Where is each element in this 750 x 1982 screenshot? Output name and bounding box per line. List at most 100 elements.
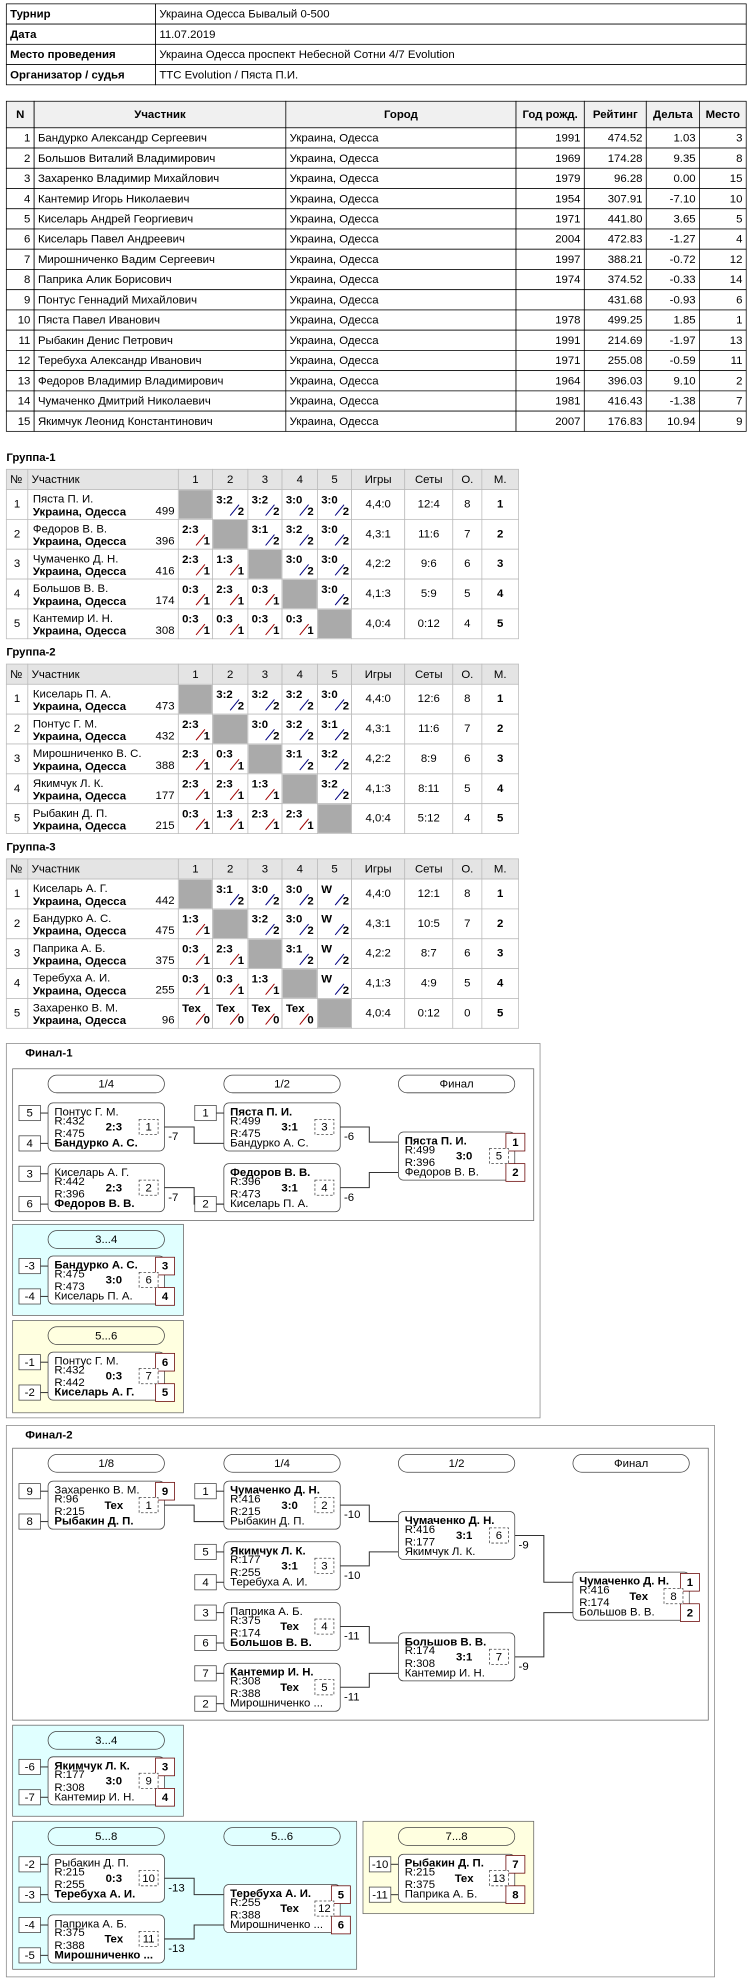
players-cell-text: Украина, Одесса [290,193,380,205]
group-player-name: Бандурко А. С. [33,913,111,925]
group-cell [281,998,318,1029]
place-box [155,1757,175,1777]
match-box [398,1511,516,1560]
group-self-cell [282,969,317,998]
group-cell [177,938,213,969]
group-row-number: 5 [14,1007,20,1019]
group-result-points: 0 [204,1015,210,1027]
group-result-score: 3:0 [252,719,268,731]
group-cell [212,878,249,910]
group-cell [351,773,406,805]
bracket-connector [514,1534,573,1583]
match-number: 4 [321,1182,327,1194]
group-result-points: 1 [273,625,280,637]
group-result-score: 2:3 [182,524,198,536]
group-result-points: 2 [343,760,349,772]
group-cell [481,803,519,834]
match-player-rating: R:473 [54,1281,84,1293]
seed-number: 1 [202,1108,208,1120]
group-cell [317,878,352,910]
loser-destination: -10 [344,1509,360,1521]
players-cell-text: Якимчук Леонид Константинович [38,416,213,428]
header-label: Место проведения [10,49,116,61]
seed-number: -5 [25,1950,35,1962]
group-points: 6 [464,753,470,765]
place-box [155,1788,175,1807]
group-sets: 10:5 [418,918,440,930]
group-column-header: О. [461,669,473,681]
group-points: 7 [464,918,470,930]
players-cell-text: -0.93 [670,294,696,306]
players-cell-text: 9 [736,416,742,428]
group-cell [317,938,352,969]
group-result-points: 2 [343,730,349,742]
group-self-cell [318,999,351,1028]
group-place: 4 [497,978,504,990]
group-result-slash [265,729,275,741]
group-row-number: 3 [14,558,20,570]
match-box [47,1163,165,1213]
players-cell-text: -0.33 [670,274,696,286]
group-sets: 12:1 [418,888,440,900]
group-result-score: 0:3 [216,973,232,985]
seed-number: 6 [202,1638,208,1650]
match-player-rating: R:442 [54,1176,84,1188]
players-column-header: Город [384,109,419,121]
group-cell [247,713,283,745]
group-place: 5 [497,618,504,630]
group-games: 4,2:2 [366,753,391,765]
players-cell-text: 9 [24,294,30,306]
group-column-header: Игры [365,669,392,681]
players-cell-text: Киселарь Андрей Георгиевич [38,213,193,225]
group-result-slash [299,1013,309,1025]
group-result-slash [299,818,309,831]
group-sets: 12:4 [418,498,440,510]
group-column-header: 4 [297,669,303,681]
group-cell [452,489,483,520]
players-cell-text: 174.28 [608,153,643,165]
match-player-rating: R:499 [405,1144,435,1156]
round-label-pill [47,1827,165,1846]
match-number: 2 [145,1182,151,1194]
group-result-score: 1:3 [216,554,232,566]
group-player-name: Федоров В. В. [33,523,107,535]
group-cell [481,878,519,910]
group-place: 1 [497,888,504,900]
group-result-slash [299,699,309,711]
group-result-score: 2:3 [216,584,232,596]
players-cell [515,289,585,311]
match-number: 13 [493,1873,506,1885]
header-label: Турнир [10,9,51,21]
group-games: 4,1:3 [366,783,391,795]
group-result-slash [195,983,206,995]
players-cell-text: Кантемир Игорь Николаевич [38,193,190,205]
final-title: Финал-1 [25,1048,73,1060]
match-number: 6 [145,1275,151,1287]
seed-number: 4 [202,1577,208,1589]
match-score: Tex [280,1621,299,1633]
group-cell [404,803,454,834]
group-cell [281,803,318,834]
group-result-score: 3:1 [286,944,303,956]
group-result-points: 2 [273,536,279,548]
group-points: 0 [464,1007,470,1019]
match-score: Tex [104,1500,123,1512]
group-cell [452,998,483,1029]
group-result-points: 2 [307,701,313,713]
players-cell-text: 1979 [555,173,580,185]
players-cell-text: 2 [24,153,30,165]
group-player-name: Кантемир И. Н. [33,613,113,625]
group-cell [404,489,454,520]
round-label-pill [223,1827,341,1846]
group-player-city: Украина, Одесса [33,731,127,743]
group-result-slash [265,818,275,831]
players-cell-text: 5 [24,213,30,225]
match-player-rating: R:174 [579,1597,609,1609]
group-result-slash [299,504,309,516]
place-number: 9 [162,1486,168,1498]
match-player-name: Киселарь А. Г. [54,1167,129,1179]
place-number: 7 [512,1859,518,1871]
players-cell-text: 3 [24,173,30,185]
group-result-score: 2:3 [286,808,302,820]
